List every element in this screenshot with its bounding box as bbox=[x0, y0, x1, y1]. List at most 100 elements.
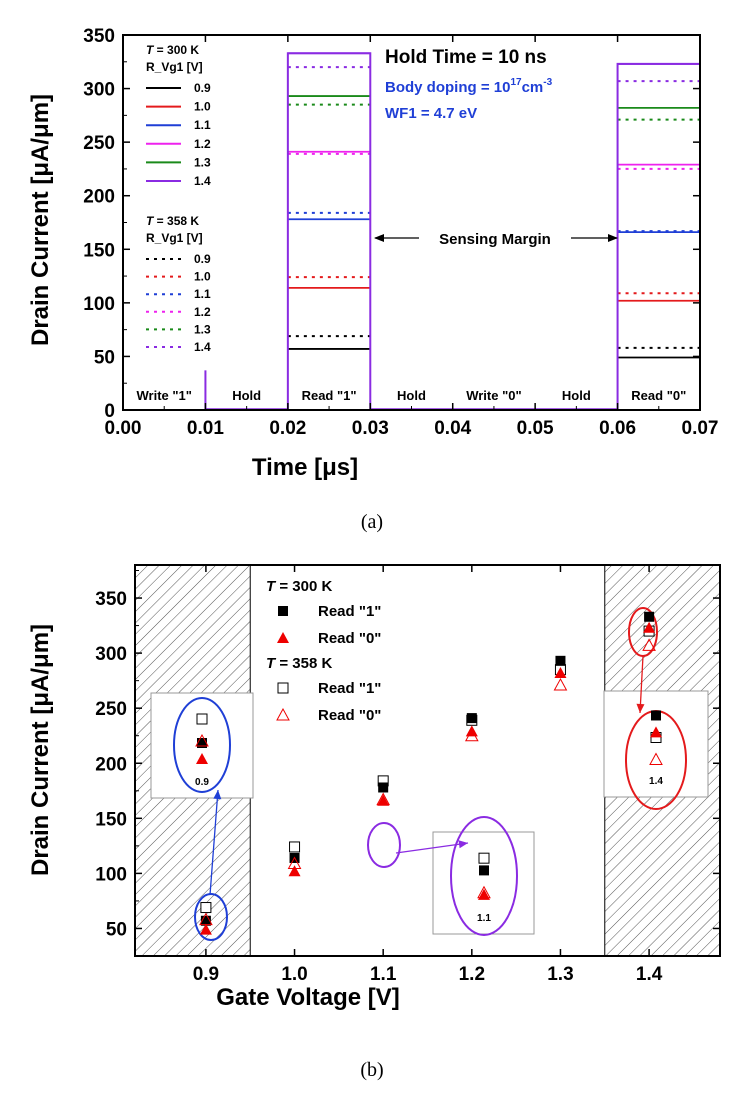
arrow-1.1-shaft bbox=[395, 842, 469, 854]
legend-b-read1-300k-marker bbox=[278, 606, 288, 616]
panel-a-legend: T = 300 K R_Vg1 [V] T = 358 K R_Vg1 [V] … bbox=[146, 43, 211, 354]
sensing-margin-arrow bbox=[374, 234, 618, 242]
panel-b-tick-labels: 0.9 1.0 1.1 1.2 1.3 1.4 50 100 150 200 250 300 350 bbox=[95, 589, 662, 985]
point-filled-square-0.9 bbox=[200, 915, 211, 926]
inset-point-read1-300k bbox=[651, 710, 661, 721]
point-filled-square-1.4 bbox=[644, 611, 655, 622]
legend-b-358k-title: T = 358 K bbox=[266, 655, 332, 672]
panel-a-y-axis-label: Drain Current [μA/μm] bbox=[27, 94, 54, 346]
panel-b-plot-border bbox=[134, 564, 721, 957]
legend-358k-subtitle: R_Vg1 [V] bbox=[146, 231, 203, 245]
phase-label: Hold bbox=[397, 388, 426, 403]
legend-b-read0-300k-marker bbox=[277, 632, 289, 643]
inset-point-read0-358k bbox=[649, 752, 663, 766]
inset-point-read1-358k bbox=[478, 852, 490, 864]
panel-a-phase-labels: Write "1" Hold Read "1" Hold Write "0" Hold Re… bbox=[136, 388, 686, 403]
legend-b-read1-358k-marker bbox=[277, 682, 289, 694]
arrow-1.4-shaft bbox=[639, 655, 644, 714]
phase-label: Hold bbox=[562, 388, 591, 403]
legend-label-358k-1.3: 1.3 bbox=[194, 322, 211, 336]
legend-label-358k-1.0: 1.0 bbox=[194, 270, 211, 284]
hold-time-annotation: Hold Time = 10 ns bbox=[385, 47, 547, 68]
legend-b-read1-300k-label: Read "1" bbox=[318, 603, 381, 620]
x-tick-label: 0.06 bbox=[599, 418, 636, 439]
x-tick-label: 0.02 bbox=[269, 418, 306, 439]
legend-b-read1-358k-label: Read "1" bbox=[318, 680, 381, 697]
point-filled-square-1.3 bbox=[555, 655, 566, 666]
inset-point-read0-300k bbox=[196, 753, 208, 764]
panel-b-caption: (b) bbox=[360, 1059, 383, 1081]
legend-300k-subtitle: R_Vg1 [V] bbox=[146, 60, 203, 74]
panel-b-data-points bbox=[199, 611, 656, 935]
read0-envelope bbox=[616, 62, 700, 409]
inset-point-read0-358k bbox=[477, 885, 491, 899]
inset-point-read1-358k bbox=[196, 713, 208, 725]
point-filled-triangle-1.4 bbox=[643, 621, 656, 633]
y-tick-label: 0 bbox=[104, 401, 115, 422]
inset-point-read1-300k bbox=[197, 738, 207, 748]
arrow-0.9-head bbox=[213, 790, 222, 800]
x-tick-label: 0.00 bbox=[105, 418, 142, 439]
legend-300k-title: T = 300 K bbox=[146, 43, 199, 57]
legend-label-358k-1.4: 1.4 bbox=[194, 340, 211, 354]
panel-b-axes-frame bbox=[134, 564, 721, 957]
panel-b-y-axis-label: Drain Current [μA/μm] bbox=[27, 624, 54, 876]
legend-label-358k-0.9: 0.9 bbox=[194, 252, 211, 266]
point-filled-square-1.2 bbox=[466, 713, 477, 724]
phase-label: Write "0" bbox=[466, 388, 521, 403]
inset-label-1.4: 1.4 bbox=[649, 776, 663, 787]
inset-point-read1-300k bbox=[479, 865, 489, 876]
panel-b-inset-points: 0.9 1.1 1.4 bbox=[195, 710, 663, 924]
legend-b-read0-300k-label: Read "0" bbox=[318, 630, 381, 647]
panel-a-x-axis-label: Time [μs] bbox=[252, 454, 358, 481]
b-x-tick-label: 1.2 bbox=[459, 964, 485, 985]
legend-label-358k-1.1: 1.1 bbox=[194, 287, 211, 301]
inset-point-read0-300k bbox=[478, 888, 490, 900]
b-x-tick-label: 1.3 bbox=[547, 964, 573, 985]
panel-a-legend-items: 0.9 0.9 1.0 1.0 1.1 1.1 1.2 1.2 1.3 1.3 1.4 1.4 bbox=[146, 81, 211, 354]
legend-label-300k-1.3: 1.3 bbox=[194, 155, 211, 169]
inset-point-read0-300k bbox=[650, 726, 662, 738]
x-tick-label: 0.03 bbox=[352, 418, 389, 439]
arrow-0.9-shaft bbox=[209, 789, 219, 896]
point-filled-square-1.1 bbox=[378, 782, 389, 793]
point-open-triangle-1.4 bbox=[642, 638, 656, 651]
legend-label-300k-0.9: 0.9 bbox=[194, 81, 211, 95]
legend-b-read0-358k-marker bbox=[276, 707, 290, 721]
arrow-1.1-head bbox=[458, 840, 468, 849]
legend-label-300k-1.2: 1.2 bbox=[194, 137, 211, 151]
inset-point-read0-358k bbox=[195, 733, 209, 747]
panel-a-caption: (a) bbox=[361, 511, 383, 533]
legend-label-300k-1.0: 1.0 bbox=[194, 100, 211, 114]
point-open-square-0.9 bbox=[200, 902, 212, 914]
point-open-triangle-1.3 bbox=[553, 678, 568, 691]
panel-b-highlight-ellipses bbox=[173, 607, 687, 941]
point-open-square-1 bbox=[289, 841, 301, 853]
b-x-tick-label: 0.9 bbox=[193, 964, 219, 985]
ellipse-0.9-inset bbox=[173, 697, 231, 793]
legend-b-read0-358k-label: Read "0" bbox=[318, 707, 381, 724]
y-tick-label: 200 bbox=[83, 187, 115, 208]
panel-b-x-axis-label: Gate Voltage [V] bbox=[216, 984, 400, 1011]
phase-label: Hold bbox=[232, 388, 261, 403]
x-tick-label: 0.07 bbox=[682, 418, 719, 439]
ellipse-1.1-inset bbox=[450, 816, 518, 936]
inset-box-1 bbox=[150, 692, 254, 799]
inset-box-3 bbox=[603, 690, 709, 798]
panel-b-chart: 0.9 1.0 1.1 1.2 1.3 1.4 50 100 150 200 250 300 350 0… bbox=[27, 564, 721, 1081]
point-filled-triangle-1.2 bbox=[465, 725, 478, 737]
panel-a-series-lines bbox=[204, 52, 700, 410]
b-y-tick-label: 200 bbox=[95, 754, 127, 775]
legend-358k-title: T = 358 K bbox=[146, 214, 199, 228]
legend-label-300k-1.4: 1.4 bbox=[194, 174, 211, 188]
b-x-tick-label: 1.1 bbox=[370, 964, 397, 985]
b-y-tick-label: 50 bbox=[106, 919, 127, 940]
panel-a-chart: 0.00 0.01 0.02 0.03 0.04 0.05 0.06 0.07 0 50 100 15… bbox=[27, 26, 718, 533]
point-filled-triangle-1.3 bbox=[554, 666, 567, 678]
panel-a-axes-frame bbox=[122, 34, 701, 411]
phase-label: Read "1" bbox=[302, 388, 357, 403]
panel-b-legend: T = 300 K Read "1" Read "0" T = 358 K Re… bbox=[266, 578, 381, 724]
arrow-1.4-head bbox=[636, 703, 645, 713]
b-y-tick-label: 150 bbox=[95, 809, 127, 830]
